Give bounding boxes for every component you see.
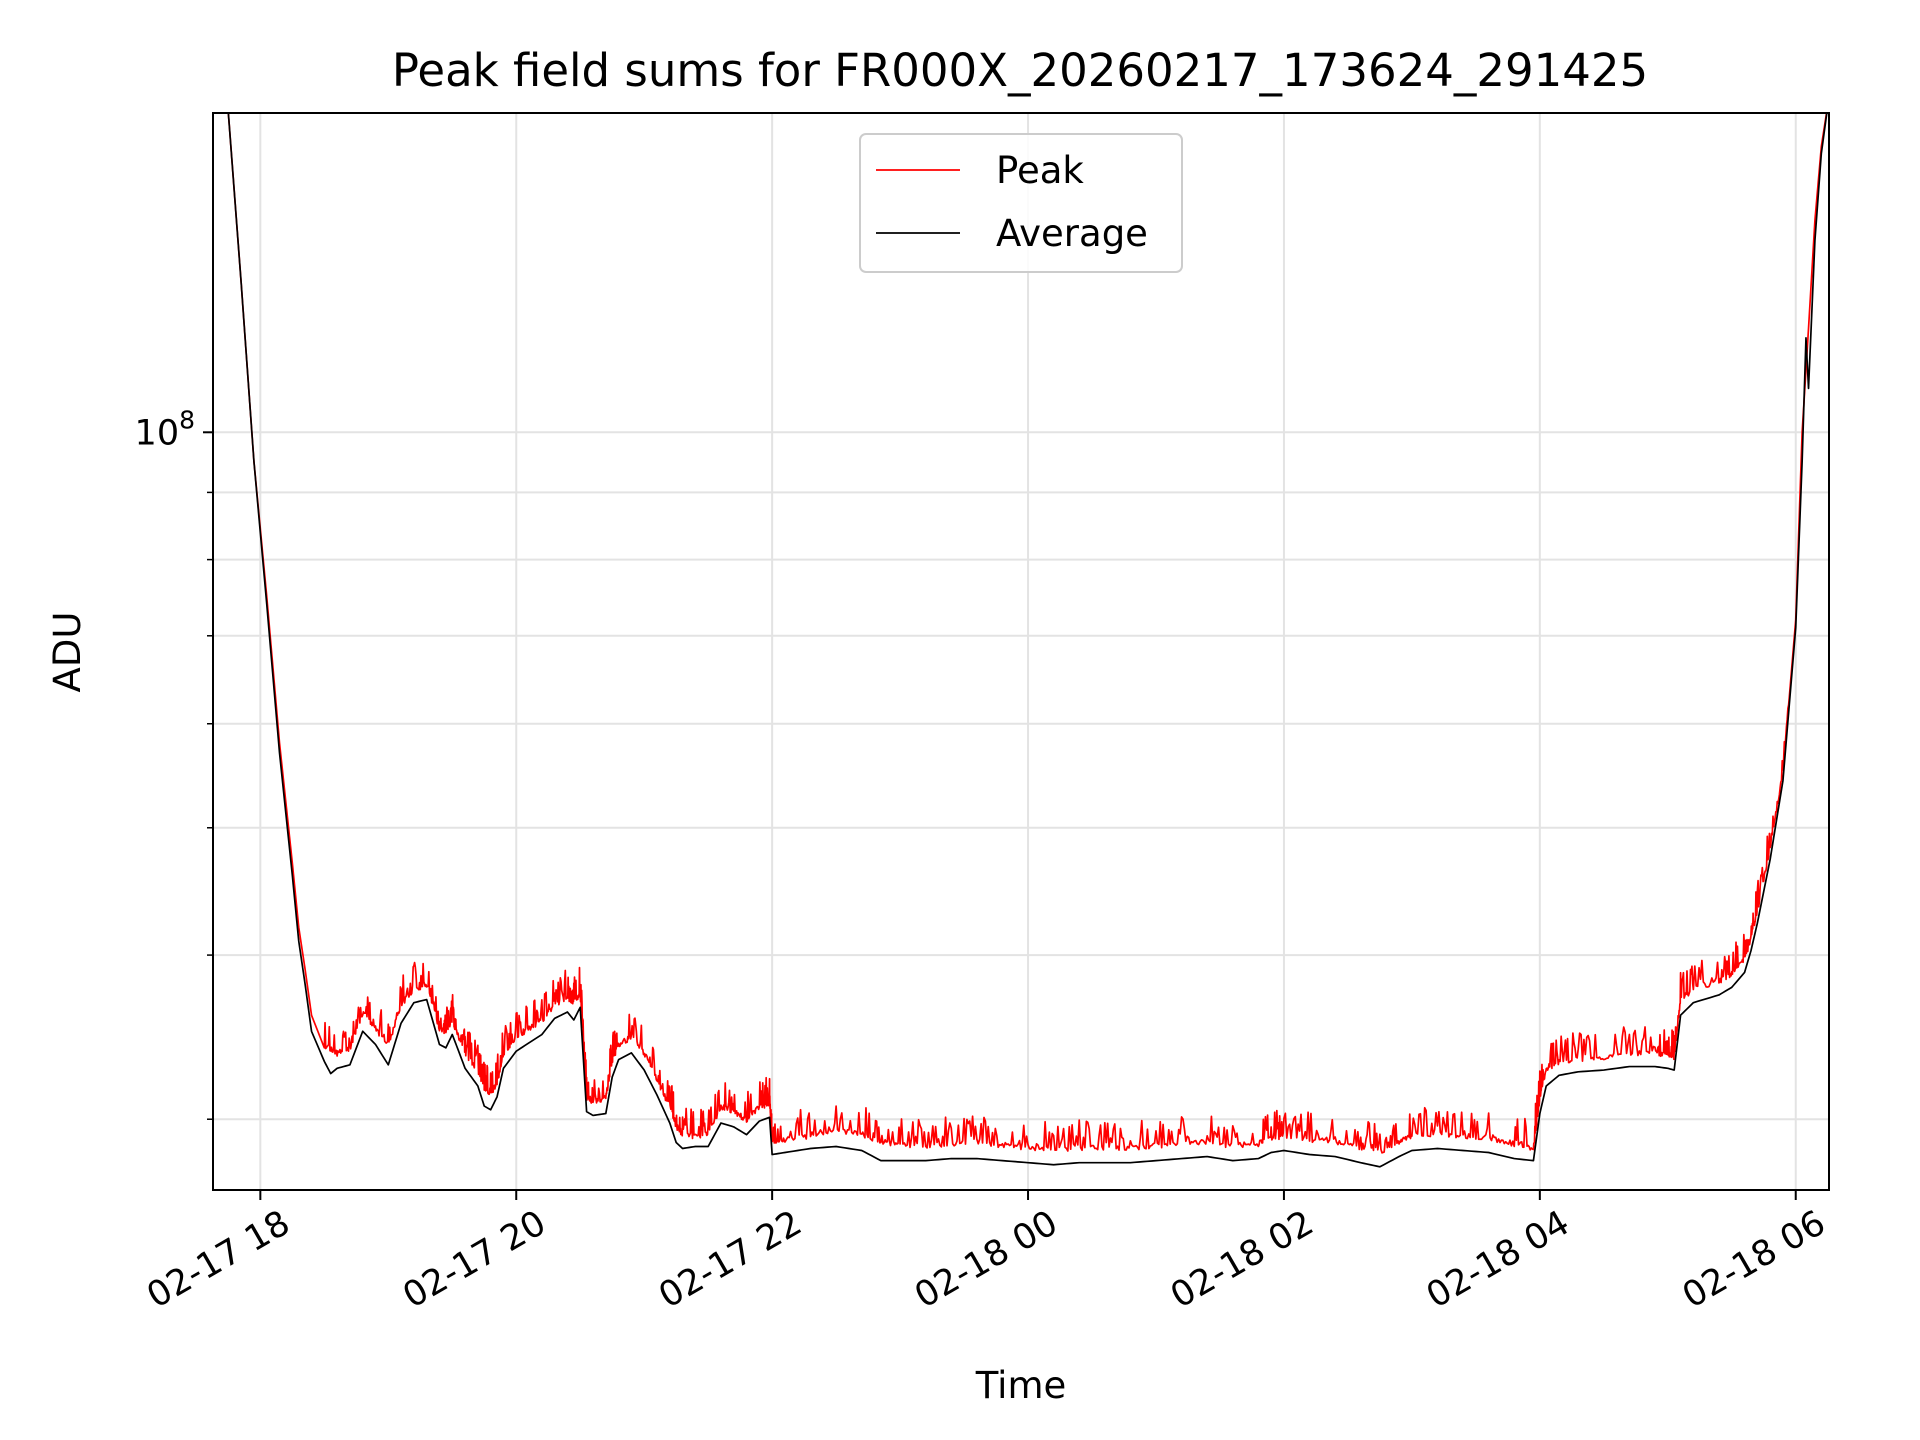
y-axis-label: ADU	[46, 612, 89, 693]
x-axis-label: Time	[975, 1364, 1067, 1407]
plot-area	[213, 113, 1829, 1190]
average-series-line	[227, 113, 1828, 1168]
legend-average-label: Average	[996, 212, 1148, 255]
legend-peak-label: Peak	[996, 149, 1084, 192]
y-tick-base: 10	[135, 413, 180, 453]
peak-series-line	[227, 113, 1828, 1154]
y-axis-ticks: 108	[135, 405, 213, 1120]
y-tick-label: 108	[135, 405, 195, 453]
chart-title: Peak field sums for FR000X_20260217_1736…	[392, 44, 1648, 97]
y-tick-exponent: 8	[179, 405, 195, 434]
grid-lines	[213, 113, 1829, 1190]
legend: Peak Average	[859, 133, 1183, 273]
legend-box	[859, 133, 1183, 273]
plot-frame	[212, 112, 1830, 1191]
